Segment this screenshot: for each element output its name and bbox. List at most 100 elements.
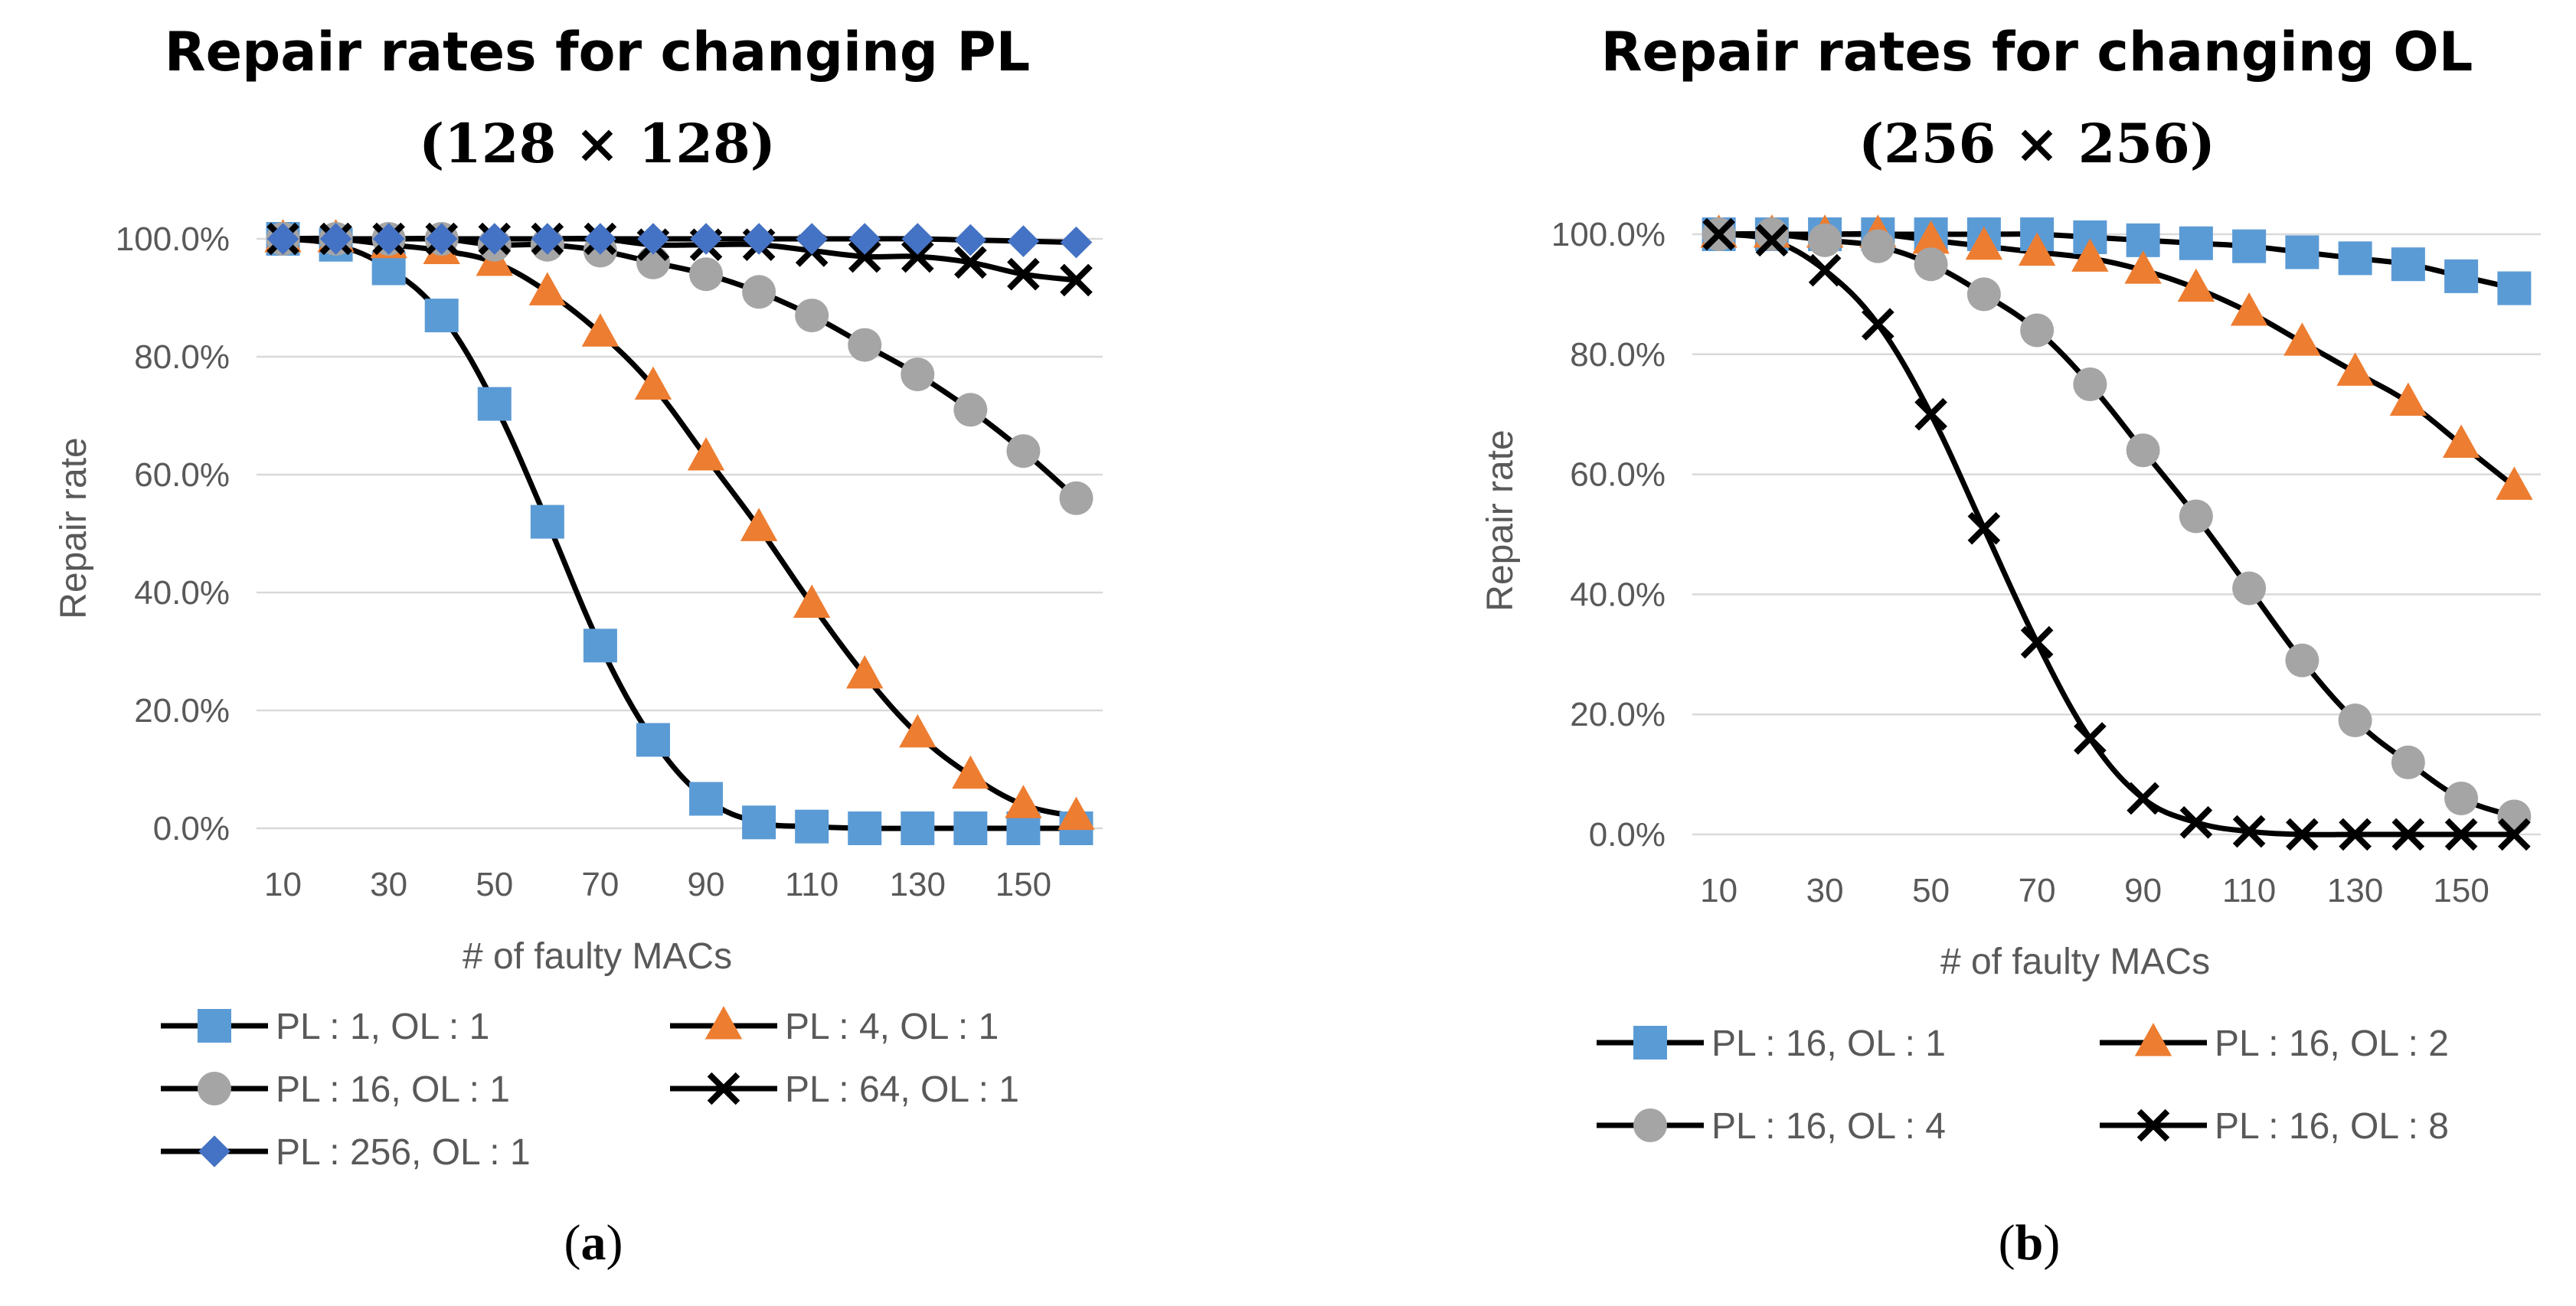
legend-item-pl-16-ol-4: PL : 16, OL : 4 [1597,1106,1946,1147]
data-point [901,240,934,273]
legend: PL : 1, OL : 1 PL : 4, OL : 1 PL : 16, OL … [161,1006,1019,1173]
y-axis-ticks: 0.0% 20.0% 40.0% 60.0% 80.0% 100.0% [1551,216,1666,854]
data-point [530,504,564,539]
data-point [901,223,934,255]
data-point [1808,253,1842,287]
data-point [2071,238,2109,272]
legend-marker [198,1072,231,1105]
data-point [2444,818,2478,851]
legend-marker [1633,1026,1667,1059]
data-point [2232,571,2267,606]
data-point [2338,704,2372,738]
data-point [2179,806,2213,839]
series-lines [1718,230,2516,837]
data-point [796,223,828,255]
grid-lines [1692,233,2541,836]
x-tick-label: 30 [370,866,407,903]
data-point [581,313,619,347]
data-point [634,366,672,400]
data-point [1967,511,2001,545]
data-point [1862,308,1894,341]
legend-item-pl-16-ol-1: PL : 16, OL : 1 [1597,1024,1946,1064]
data-point [689,782,724,816]
data-point [372,223,405,255]
data-point [2124,250,2162,284]
data-point [2391,247,2425,282]
data-point [478,223,511,255]
series-points-pl-16-ol-8 [1702,217,2531,851]
legend-marker [1633,1108,1667,1142]
y-tick-label: 40.0% [134,574,230,612]
chart-subtitle: (256 × 256) [1858,112,2215,175]
legend-item-pl-16-ol-1: PL : 16, OL : 1 [161,1069,510,1110]
data-point [848,328,882,362]
legend-marker [704,1006,743,1040]
y-tick-label: 80.0% [1570,336,1666,374]
data-point [1702,217,1735,251]
series-line-pl-16-ol-2 [1718,230,2516,489]
data-point [795,809,829,844]
data-point [2285,643,2319,677]
legend-label: PL : 16, OL : 4 [1711,1106,1946,1147]
series-markers [264,219,1095,845]
grid-lines [257,237,1103,830]
series-points-pl-16-ol-4 [1702,217,2532,834]
legend-label: PL : 4, OL : 1 [785,1007,999,1047]
caption-open: ( [564,1215,581,1271]
x-tick-label: 90 [2124,872,2162,909]
data-point [742,805,776,840]
data-point [848,811,882,845]
data-point [2442,424,2480,458]
legend-marker [2136,1108,2170,1142]
data-point [1965,226,2003,260]
data-point [687,436,725,471]
legend-item-pl-4-ol-1: PL : 4, OL : 1 [670,1006,999,1047]
data-point [2336,352,2374,386]
caption-close: ) [2043,1215,2060,1271]
data-point [1861,229,1895,263]
panel-caption: (a) [564,1215,623,1271]
data-point [2285,235,2319,269]
series-points-pl-1-ol-1 [266,222,1093,845]
data-point [584,223,616,255]
data-point [1914,247,1948,282]
y-tick-label: 100.0% [116,220,230,258]
data-point [424,299,459,333]
data-point [2179,499,2213,534]
x-tick-label: 90 [688,866,725,903]
series-line-pl-256-ol-1 [283,236,1077,246]
legend-item-pl-16-ol-8: PL : 16, OL : 8 [2100,1106,2449,1147]
data-point [2232,815,2266,848]
data-point [743,223,775,255]
data-point [1059,481,1093,515]
panel-caption: (b) [1999,1215,2061,1271]
legend-label: PL : 16, OL : 1 [276,1069,510,1110]
y-tick-label: 60.0% [134,456,230,494]
data-point [1966,277,2001,312]
data-point [2497,799,2532,834]
x-tick-label: 10 [264,866,302,903]
data-point [2391,745,2425,779]
data-point [2444,259,2479,293]
x-tick-label: 50 [1912,872,1950,909]
y-tick-label: 60.0% [1570,456,1666,494]
series-points-pl-4-ol-1 [264,219,1095,831]
series-markers [1700,214,2533,851]
data-point [793,584,831,618]
legend-label: PL : 1, OL : 1 [276,1007,489,1047]
legend-item-pl-1-ol-1: PL : 1, OL : 1 [161,1007,489,1047]
series-lines [283,235,1078,831]
chart-title: Repair rates for changing PL [165,21,1031,83]
y-tick-label: 0.0% [153,810,230,847]
data-point [2073,367,2107,401]
y-tick-label: 0.0% [1589,816,1666,854]
data-point [1058,796,1095,831]
data-point [1914,397,1947,431]
data-point [2020,625,2054,659]
data-point [795,299,829,333]
data-point [899,713,937,748]
legend-marker [2134,1023,2172,1056]
legend: PL : 16, OL : 1 PL : 16, OL : 2 PL : 16, O… [1597,1023,2449,1147]
caption-letter: b [2015,1215,2044,1271]
